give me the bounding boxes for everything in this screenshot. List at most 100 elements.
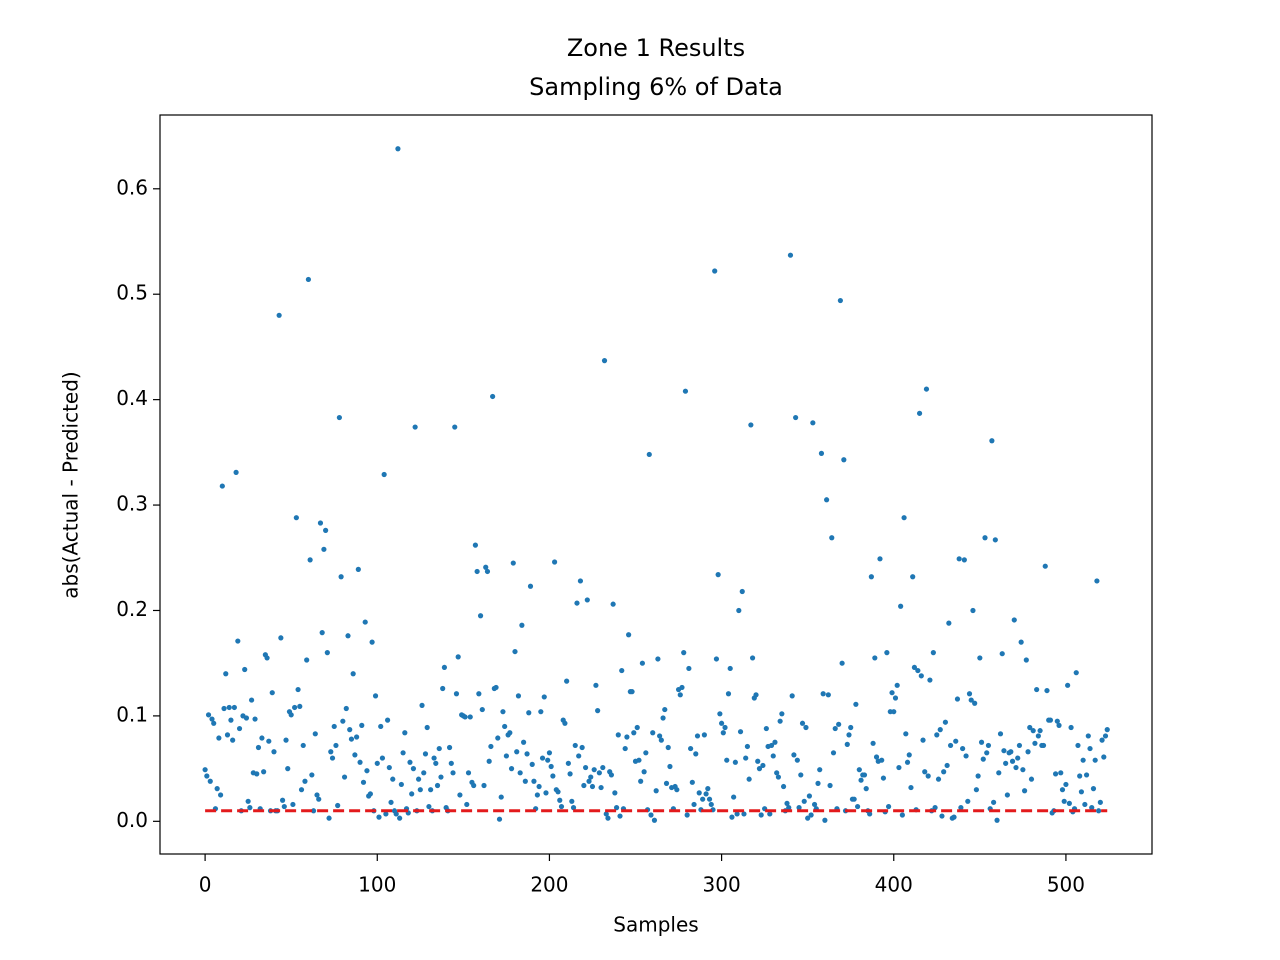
point [997, 731, 1004, 737]
point [457, 792, 463, 798]
point [908, 784, 914, 791]
point [223, 671, 229, 677]
point [426, 803, 432, 810]
point [610, 601, 616, 607]
point [1020, 767, 1026, 773]
point [691, 801, 697, 808]
point [567, 771, 573, 777]
point [302, 778, 308, 784]
point [1077, 773, 1083, 779]
point [450, 770, 456, 776]
point [803, 724, 809, 731]
point [839, 660, 845, 666]
point [338, 574, 344, 580]
point [1047, 717, 1054, 723]
y-axis-label: abs(Actual - Predicted) [59, 371, 83, 598]
point [266, 738, 272, 744]
point [354, 734, 360, 740]
point [934, 732, 940, 738]
point [944, 762, 950, 769]
point [333, 742, 339, 749]
y-tick-label: 0.0 [116, 808, 148, 832]
point [911, 664, 918, 671]
point [524, 751, 530, 757]
point [539, 755, 546, 761]
point [1011, 617, 1017, 623]
point [1078, 789, 1085, 795]
point [378, 723, 384, 730]
point [941, 769, 947, 775]
point [619, 667, 625, 674]
point [526, 710, 532, 716]
point [372, 693, 379, 699]
point [255, 744, 262, 751]
point [650, 730, 656, 736]
point [885, 803, 892, 810]
point [589, 783, 596, 790]
point [655, 656, 661, 662]
point [634, 724, 640, 731]
point [758, 812, 764, 818]
point [963, 753, 969, 759]
point [739, 588, 745, 595]
point [562, 720, 568, 726]
point [1056, 722, 1062, 728]
point [309, 772, 315, 778]
point [417, 787, 423, 793]
point [942, 719, 949, 725]
point [756, 766, 763, 772]
point [343, 705, 349, 712]
point [1003, 760, 1009, 766]
point [1027, 724, 1033, 731]
point [946, 620, 952, 626]
point [660, 715, 666, 721]
point [312, 731, 318, 737]
point [968, 697, 974, 703]
point [665, 744, 671, 751]
point [1099, 737, 1105, 743]
point [519, 622, 525, 628]
point [446, 744, 453, 751]
point [688, 745, 694, 752]
point [1032, 740, 1038, 746]
point [841, 457, 847, 463]
point [276, 312, 282, 318]
point [248, 697, 255, 703]
point [271, 749, 277, 755]
y-tick-label: 0.5 [116, 281, 148, 305]
point [476, 691, 482, 697]
point [994, 817, 1000, 823]
point [507, 730, 513, 736]
point [851, 796, 857, 802]
point [288, 712, 294, 718]
point [326, 815, 332, 821]
point [615, 732, 621, 738]
point [481, 782, 487, 789]
point [565, 760, 571, 766]
point [646, 451, 652, 458]
point [999, 651, 1005, 657]
point [1082, 801, 1088, 808]
point [991, 799, 997, 805]
point [794, 757, 800, 763]
point [982, 535, 988, 541]
point [772, 739, 778, 745]
point [543, 790, 549, 796]
point [221, 705, 227, 712]
point [205, 712, 212, 718]
point [479, 706, 485, 713]
point [712, 268, 718, 274]
point [977, 655, 983, 661]
point [254, 771, 260, 777]
point [202, 767, 208, 773]
point [1042, 563, 1048, 569]
point [581, 782, 587, 789]
point [316, 796, 322, 802]
point [903, 731, 909, 737]
point [972, 700, 978, 706]
point [360, 779, 367, 785]
point [564, 678, 570, 684]
point [953, 738, 959, 744]
point [419, 702, 425, 708]
point [596, 770, 602, 776]
